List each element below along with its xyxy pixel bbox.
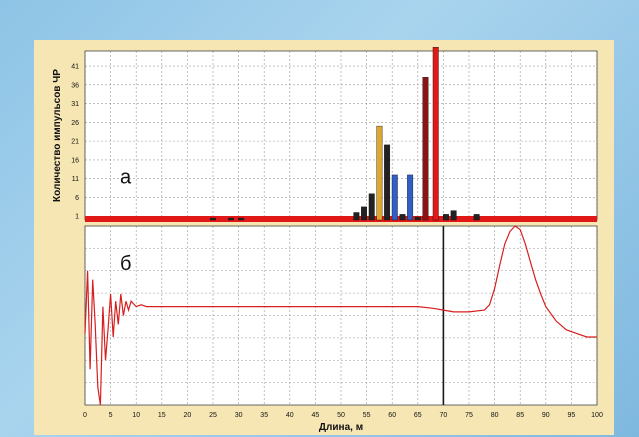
x-axis-label: Длина, м — [319, 422, 363, 433]
x-tick-label: 5 — [109, 412, 113, 419]
x-tick-label: 60 — [388, 412, 396, 419]
panel-label-b: б — [120, 253, 131, 275]
bar — [432, 47, 439, 221]
x-tick-label: 100 — [591, 412, 603, 419]
x-tick-label: 55 — [363, 412, 371, 419]
x-tick-label: 70 — [440, 412, 448, 419]
x-tick-label: 45 — [312, 412, 320, 419]
bar — [210, 217, 216, 221]
x-tick-label: 95 — [568, 412, 576, 419]
x-tick-label: 0 — [83, 412, 87, 419]
y-tick-label: 16 — [71, 157, 79, 164]
x-tick-label: 50 — [337, 412, 345, 419]
bar — [353, 212, 360, 221]
x-tick-label: 65 — [414, 412, 422, 419]
x-tick-label: 85 — [516, 412, 524, 419]
x-tick-label: 75 — [465, 412, 473, 419]
y-tick-label: 21 — [71, 139, 79, 146]
x-tick-label: 80 — [491, 412, 499, 419]
baseline-bar — [85, 216, 597, 222]
signal-line — [84, 225, 597, 406]
x-tick-label: 90 — [542, 412, 550, 419]
bar — [391, 174, 398, 221]
grid — [84, 51, 598, 405]
chart-frame: 1 6 11 16 21 26 31 36 41 Количество импульсов ЧР а… — [34, 40, 614, 435]
y-tick-label: 1 — [75, 214, 79, 221]
bar — [368, 193, 375, 221]
panel-label-a: а — [120, 167, 132, 189]
x-tick-label: 15 — [158, 412, 166, 419]
bar — [361, 206, 367, 221]
y-tick-label: 11 — [72, 176, 79, 183]
y-axis-label: Количество импульсов ЧР — [52, 69, 63, 202]
y-tick-label: 31 — [71, 101, 79, 108]
y-tick-label: 26 — [71, 120, 79, 127]
bar — [407, 174, 414, 221]
bar — [473, 214, 480, 221]
bar — [399, 214, 406, 221]
bottom-plot-border — [84, 225, 598, 406]
bar — [422, 77, 429, 221]
x-tick-label: 30 — [235, 412, 243, 419]
bar — [227, 217, 234, 221]
bar — [443, 214, 449, 221]
bar — [238, 217, 245, 221]
x-tick-label: 25 — [209, 412, 217, 419]
bar — [450, 210, 457, 221]
x-tick-label: 20 — [184, 412, 192, 419]
bar — [384, 144, 391, 221]
y-tick-label: 6 — [75, 195, 79, 202]
bar — [376, 125, 383, 221]
x-tick-label: 10 — [132, 412, 140, 419]
x-tick-label: 35 — [260, 412, 268, 419]
y-tick-label: 36 — [71, 82, 79, 89]
x-tick-label: 40 — [286, 412, 294, 419]
y-tick-label: 41 — [71, 64, 79, 71]
bar — [414, 216, 421, 221]
